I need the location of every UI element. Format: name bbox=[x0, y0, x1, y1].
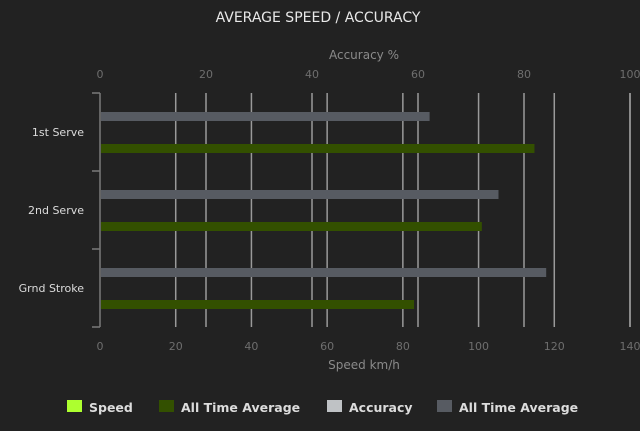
legend-item[interactable]: All Time Average bbox=[159, 400, 300, 415]
speed-tick-label: 100 bbox=[468, 340, 489, 353]
legend-swatch bbox=[437, 400, 452, 412]
chart-title: AVERAGE SPEED / ACCURACY bbox=[216, 10, 421, 26]
legend-label: Accuracy bbox=[349, 400, 413, 415]
speed-tick-label: 80 bbox=[396, 340, 410, 353]
legend-label: All Time Average bbox=[181, 400, 300, 415]
legend-swatch bbox=[67, 400, 82, 412]
accuracy-tick-label: 0 bbox=[97, 68, 104, 81]
speed-average-bar bbox=[101, 222, 482, 231]
category-label: Grnd Stroke bbox=[19, 282, 85, 295]
legend-item[interactable]: Accuracy bbox=[327, 400, 413, 415]
top-axis-label: Accuracy % bbox=[329, 48, 399, 62]
speed-tick-label: 0 bbox=[97, 340, 104, 353]
accuracy-tick-label: 20 bbox=[199, 68, 213, 81]
speed-tick-label: 120 bbox=[544, 340, 565, 353]
legend-swatch bbox=[327, 400, 342, 412]
accuracy-tick-label: 100 bbox=[620, 68, 640, 81]
accuracy-average-bar bbox=[101, 268, 546, 277]
category-label: 2nd Serve bbox=[28, 204, 84, 217]
speed-tick-label: 140 bbox=[620, 340, 640, 353]
speed-average-bar bbox=[101, 144, 534, 153]
bottom-axis-label: Speed km/h bbox=[328, 358, 400, 372]
legend-label: Speed bbox=[89, 400, 133, 415]
accuracy-average-bar bbox=[101, 112, 430, 121]
speed-tick-label: 60 bbox=[320, 340, 334, 353]
accuracy-average-bar bbox=[101, 190, 499, 199]
legend-swatch bbox=[159, 400, 174, 412]
speed-tick-label: 20 bbox=[169, 340, 183, 353]
accuracy-tick-label: 60 bbox=[411, 68, 425, 81]
speed-tick-label: 40 bbox=[244, 340, 258, 353]
legend-item[interactable]: All Time Average bbox=[437, 400, 578, 415]
accuracy-tick-label: 40 bbox=[305, 68, 319, 81]
accuracy-tick-label: 80 bbox=[517, 68, 531, 81]
legend-label: All Time Average bbox=[459, 400, 578, 415]
category-label: 1st Serve bbox=[32, 126, 84, 139]
legend-item[interactable]: Speed bbox=[67, 400, 133, 415]
speed-average-bar bbox=[101, 300, 414, 309]
